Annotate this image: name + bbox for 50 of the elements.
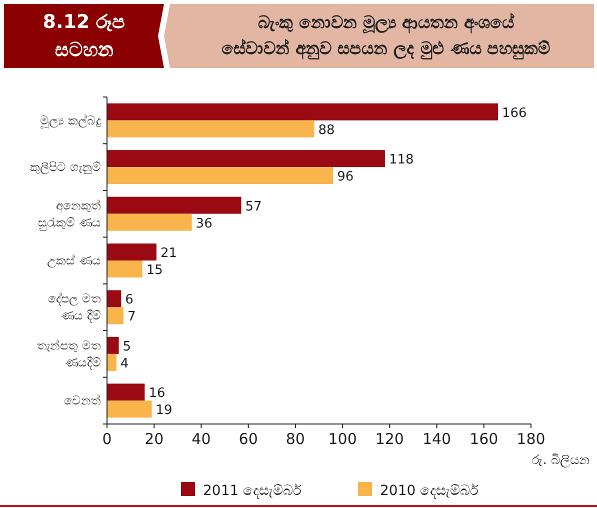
data-label: 166 <box>502 106 527 121</box>
y-tick-label: තැන්පතු මත ණයදීම් <box>37 338 101 370</box>
legend-label: 2011 දෙසැම්බර් <box>203 483 302 499</box>
x-tick-label: 0 <box>102 430 112 448</box>
bar <box>107 103 498 120</box>
bar <box>107 336 119 354</box>
bar <box>107 120 314 138</box>
data-label: 118 <box>388 152 414 168</box>
x-tick-label: 20 <box>144 430 164 448</box>
y-tick-label: කුලීපිට ගැනුම් <box>30 160 101 176</box>
chart-title: බැංකු නොවන මූල්‍ය ආයතන අංශයේ සේවාවන් අනුව සපයන ලද මුළු ණය පහසුකම් <box>222 12 550 60</box>
bar <box>107 244 156 260</box>
data-label: 7 <box>127 310 136 325</box>
y-tick-label: මූල්‍ය කල්බදු <box>40 113 102 128</box>
x-tick-label: 140 <box>422 430 452 448</box>
bar <box>107 196 242 214</box>
data-label: 88 <box>318 122 335 138</box>
data-label: 19 <box>156 403 172 418</box>
x-tick-label: 160 <box>470 430 498 448</box>
y-tick-label: දේපල මත ණය දීම් <box>48 292 101 323</box>
x-tick-label: 100 <box>328 430 357 448</box>
data-label: 36 <box>196 216 212 232</box>
bar <box>107 290 122 308</box>
bar <box>107 400 152 418</box>
x-tick-label: 60 <box>238 430 258 448</box>
x-tick-label: 40 <box>192 430 211 448</box>
x-axis-title: රු. බිලියන <box>532 453 590 468</box>
data-label: 16 <box>148 386 166 402</box>
data-label: 6 <box>125 292 134 308</box>
x-tick-label: 80 <box>286 430 305 448</box>
bar <box>107 150 385 168</box>
data-label: 57 <box>245 199 262 214</box>
y-tick-label: උකස් ණය <box>47 254 101 268</box>
data-label: 5 <box>122 339 132 354</box>
text: 8.12 රූප සටහන <box>42 11 126 61</box>
bar <box>107 307 124 324</box>
y-tick-label: වෙනත් <box>64 394 101 408</box>
bar <box>107 214 192 231</box>
data-label: 15 <box>146 263 163 278</box>
data-label: 96 <box>337 170 354 185</box>
bar <box>107 260 142 278</box>
x-tick-label: 180 <box>516 430 546 448</box>
legend-label: 2010 දෙසැම්බර් <box>380 483 480 499</box>
y-tick-label: අනෙකුත් සුරැකුම් ණය <box>38 198 101 230</box>
x-tick-label: 120 <box>375 430 404 448</box>
data-label: 4 <box>120 356 129 372</box>
bar <box>107 354 116 371</box>
bar <box>107 384 145 401</box>
data-label: 21 <box>160 246 178 261</box>
bar <box>107 167 334 184</box>
